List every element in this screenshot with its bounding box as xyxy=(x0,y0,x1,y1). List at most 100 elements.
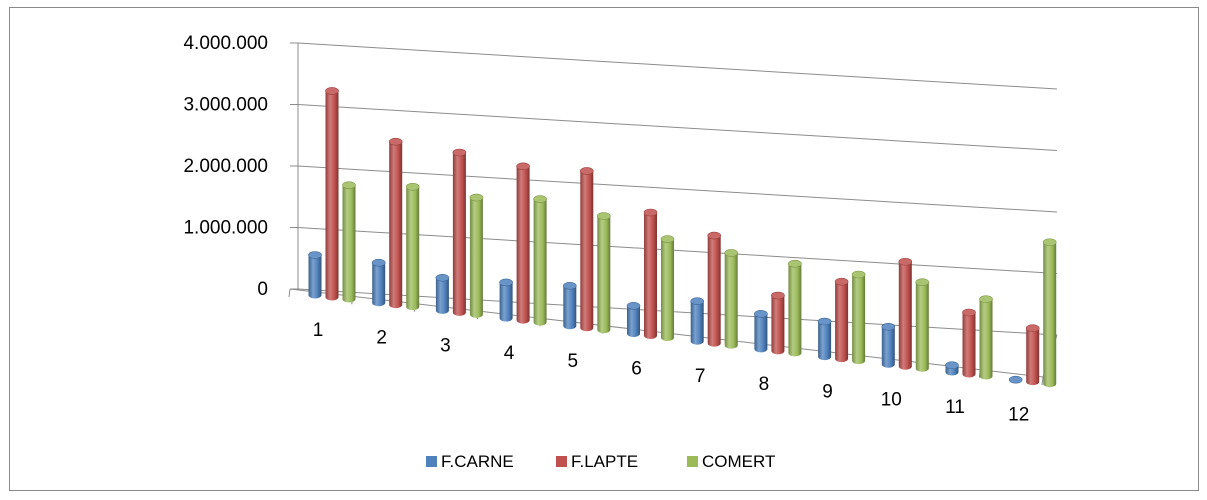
x-tick-label: 5 xyxy=(568,351,579,372)
y-tick-label: 0 xyxy=(257,279,268,300)
bar-f-lapte-9 xyxy=(834,277,849,363)
bar-f-carne-8 xyxy=(754,310,768,353)
cylinder-cap xyxy=(915,278,930,287)
cylinder-body xyxy=(898,261,912,370)
legend-swatch xyxy=(426,456,437,467)
cylinder-cap xyxy=(626,302,641,310)
cylinder-cap xyxy=(371,258,386,267)
bar-f-lapte-2 xyxy=(388,137,403,309)
cylinder-body xyxy=(818,321,832,361)
bar-comert-10 xyxy=(915,278,930,372)
x-tick-label: 6 xyxy=(631,359,642,380)
bar-f-carne-5 xyxy=(562,282,577,330)
gridline xyxy=(297,165,1058,213)
bar-comert-4 xyxy=(533,195,547,326)
cylinder-body xyxy=(852,274,866,365)
gridline xyxy=(297,42,1058,90)
bar-f-lapte-5 xyxy=(579,167,594,332)
cylinder-body xyxy=(1043,242,1057,388)
cylinder-body xyxy=(563,285,577,330)
x-tick-mark xyxy=(1041,376,1044,386)
cylinder-cap xyxy=(388,137,403,146)
bar-f-carne-1 xyxy=(308,251,322,299)
cylinder-body xyxy=(771,295,785,355)
bar-f-carne-3 xyxy=(435,274,450,314)
bar-f-lapte-11 xyxy=(962,308,976,378)
bar-f-lapte-3 xyxy=(452,148,467,316)
cylinder-cap xyxy=(851,270,866,279)
cylinder-cap xyxy=(533,195,547,203)
cylinder-body xyxy=(469,197,483,318)
bar-comert-9 xyxy=(851,270,866,365)
cylinder-body xyxy=(325,90,339,301)
cylinder-cap xyxy=(1042,238,1057,247)
cylinder-cap xyxy=(516,162,530,171)
gridline xyxy=(297,227,1058,274)
x-tick-label: 11 xyxy=(945,397,965,418)
cylinder-body xyxy=(661,239,674,341)
cylinder-cap xyxy=(817,317,832,326)
legend: F.CARNE F.LAPTE COMERT xyxy=(426,452,775,471)
cylinder-body xyxy=(580,170,594,332)
legend-item-f-carne: F.CARNE xyxy=(426,452,514,471)
bar-f-carne-11 xyxy=(945,361,959,376)
x-tick-label: 2 xyxy=(376,328,387,349)
bar-f-lapte-7 xyxy=(707,231,722,347)
cylinder-cap xyxy=(771,291,785,300)
y-tick-label: 3.000.000 xyxy=(183,95,268,116)
cylinder-cap xyxy=(579,167,594,175)
cylinder-body xyxy=(499,282,513,322)
cylinder-cap xyxy=(690,297,705,306)
y-tick-label: 2.000.000 xyxy=(183,156,268,177)
bar-comert-6 xyxy=(660,235,675,341)
x-tick-label: 1 xyxy=(313,320,324,341)
bar-f-carne-6 xyxy=(626,302,641,338)
legend-label: COMERT xyxy=(702,452,775,471)
cylinder-body xyxy=(979,299,993,380)
gridline xyxy=(297,288,1058,336)
cylinder-cap xyxy=(962,308,976,317)
bar-f-carne-10 xyxy=(881,322,896,368)
chart-area: 0 1.000.000 2.000.000 3.000.000 4.000.000 1 2 3… xyxy=(9,7,1199,491)
cylinder-cap xyxy=(596,212,611,220)
cylinder-cap xyxy=(325,87,339,95)
bar-comert-1 xyxy=(342,181,356,303)
cylinder-cap xyxy=(834,277,849,286)
cylinder-body xyxy=(627,305,640,338)
bar-f-carne-12 xyxy=(1008,375,1023,384)
cylinder-cap xyxy=(979,295,993,303)
bar-comert-11 xyxy=(979,295,993,380)
cylinder-cap xyxy=(945,361,959,370)
x-tick-mark xyxy=(288,288,291,298)
cylinder-cap xyxy=(643,208,658,217)
cylinder-cap xyxy=(724,249,739,257)
cylinder-body xyxy=(372,262,386,307)
cylinder-cap xyxy=(562,282,577,290)
y-tick-label: 1.000.000 xyxy=(183,218,268,239)
cylinder-body xyxy=(406,186,420,311)
cylinder-cap xyxy=(452,148,467,157)
bar-f-carne-4 xyxy=(499,278,513,322)
cylinder-body xyxy=(342,185,356,303)
legend-item-comert: COMERT xyxy=(687,452,775,471)
bar-comert-7 xyxy=(724,249,739,349)
bar-f-lapte-1 xyxy=(325,87,339,301)
legend-item-f-lapte: F.LAPTE xyxy=(556,452,638,471)
cylinder-cap xyxy=(435,274,450,282)
gridlines xyxy=(297,42,1058,336)
cylinder-cap xyxy=(881,322,896,331)
bar-f-carne-7 xyxy=(690,297,705,345)
x-tick-label: 4 xyxy=(504,343,515,364)
cylinder-body xyxy=(915,282,929,372)
cylinder-cap xyxy=(405,182,420,191)
cylinder-body xyxy=(881,326,895,368)
bars xyxy=(308,87,1057,388)
bar-f-lapte-10 xyxy=(898,257,913,370)
x-tick-label: 7 xyxy=(695,366,706,387)
x-tick-label: 3 xyxy=(440,335,451,356)
x-tick-label: 9 xyxy=(822,382,833,403)
cylinder-body xyxy=(644,212,657,340)
cylinder-body xyxy=(962,312,976,378)
